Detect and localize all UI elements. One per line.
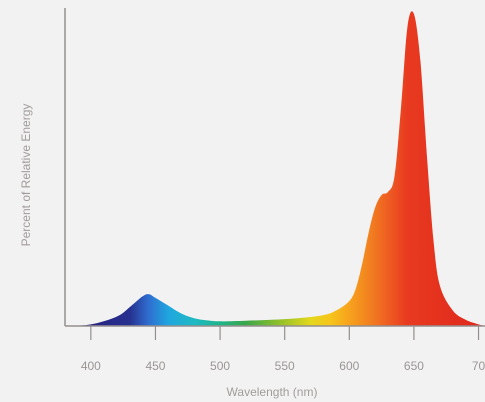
x-tick-label: 650	[404, 359, 424, 373]
x-tick-label: 600	[339, 359, 359, 373]
x-tick-label: 70	[472, 359, 485, 373]
plot-area	[65, 11, 485, 326]
x-tick-label: 400	[81, 359, 101, 373]
x-axis-title: Wavelength (nm)	[227, 385, 318, 399]
x-tick-label: 500	[210, 359, 230, 373]
x-tick-label: 550	[275, 359, 295, 373]
x-tick-label: 450	[145, 359, 165, 373]
x-axis-ticks: 400 450 500 550 600 650 70	[81, 326, 485, 373]
y-axis-title: Percent of Relative Energy	[19, 104, 33, 247]
spectrum-area	[65, 11, 485, 326]
